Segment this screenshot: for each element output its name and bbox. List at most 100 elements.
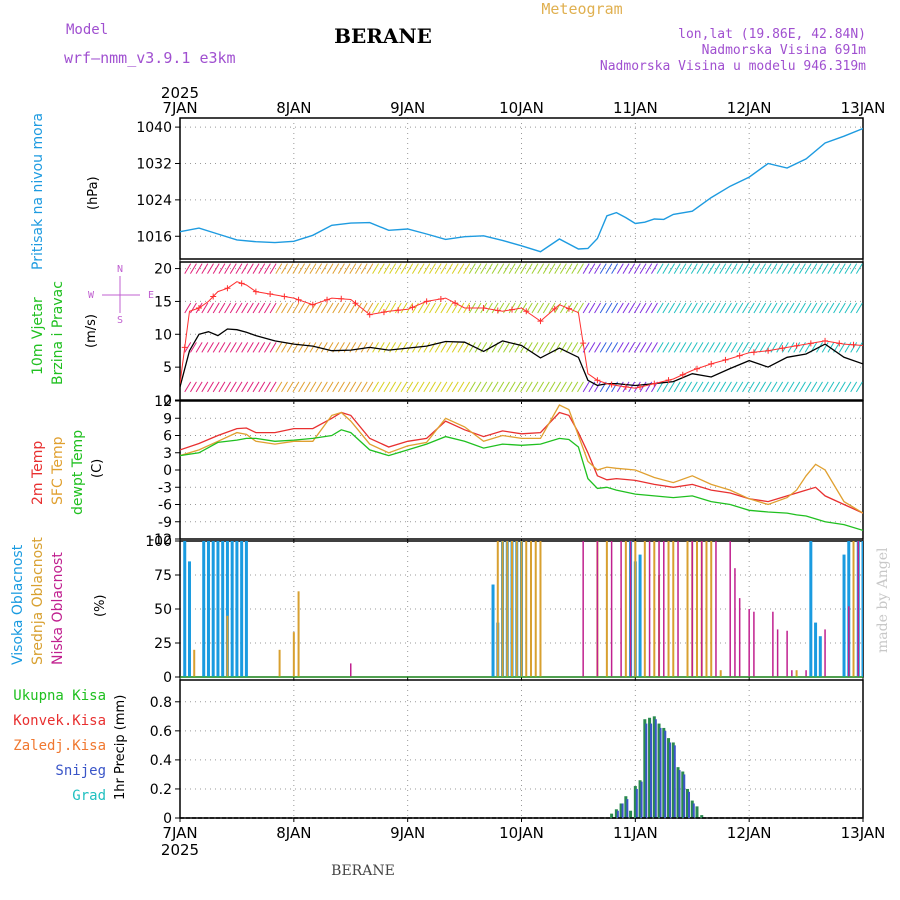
y-tick-label: 0.6 bbox=[150, 724, 172, 740]
cloud-high-bar bbox=[638, 554, 642, 677]
wind-barb bbox=[571, 381, 579, 393]
wind-barb bbox=[235, 381, 243, 393]
cloud-high-bar bbox=[240, 541, 244, 677]
wind-barb bbox=[275, 302, 283, 314]
wind-gust-marker bbox=[608, 381, 615, 388]
wind-barb bbox=[759, 342, 767, 353]
wind-barb bbox=[725, 381, 732, 393]
wind-barb bbox=[605, 342, 613, 353]
wind-barb bbox=[201, 381, 209, 393]
y-tick-label: 15 bbox=[154, 294, 172, 310]
wind-barb bbox=[531, 263, 539, 274]
cloud-mid-bar bbox=[686, 541, 689, 677]
wind-barb bbox=[787, 302, 795, 314]
wind-barb bbox=[218, 342, 226, 353]
wind-barb bbox=[224, 342, 232, 353]
wind-compass: N S W E bbox=[88, 264, 154, 326]
credit-label: made by Angel bbox=[875, 547, 891, 653]
precip-total-bar bbox=[657, 723, 661, 818]
y-tick-label: 1032 bbox=[136, 156, 172, 172]
wind-barb bbox=[747, 381, 755, 393]
wind-barb bbox=[554, 342, 562, 353]
wind-barb bbox=[850, 263, 858, 274]
wind-barb bbox=[429, 381, 436, 393]
wind-barb bbox=[713, 302, 721, 314]
cloud-mid-bar bbox=[539, 541, 542, 677]
wind-barb bbox=[622, 263, 630, 274]
wind-barb bbox=[582, 302, 590, 314]
cloud-mid-bar bbox=[529, 541, 532, 677]
cloud-mid-bar bbox=[506, 541, 509, 677]
wind-barb bbox=[810, 263, 818, 274]
wind-barb bbox=[360, 302, 368, 314]
temp-unit: (C) bbox=[90, 459, 105, 478]
wind-barb bbox=[559, 381, 567, 393]
cloud-low-bar bbox=[791, 670, 793, 677]
wind-barb bbox=[679, 381, 687, 393]
wind-barb bbox=[434, 342, 442, 353]
wind-barb bbox=[548, 381, 556, 393]
wind-barb bbox=[753, 342, 761, 353]
wind-barb bbox=[252, 263, 260, 274]
wind-barb bbox=[281, 381, 288, 393]
cloud-unit: (%) bbox=[93, 595, 108, 618]
wind-barb bbox=[821, 263, 829, 274]
wind-barb bbox=[485, 263, 493, 274]
wind-barb bbox=[685, 342, 693, 353]
wind-barb bbox=[725, 342, 732, 353]
wind-barb bbox=[690, 302, 698, 314]
wind-gust-marker bbox=[452, 300, 459, 307]
wind-barb bbox=[582, 381, 590, 393]
cloud-high-bar bbox=[244, 541, 248, 677]
wind-barb bbox=[201, 302, 209, 314]
wind-barb bbox=[326, 381, 334, 393]
wind-barb bbox=[434, 302, 442, 314]
wind-barb bbox=[787, 381, 795, 393]
precip-snow-label: Snijeg bbox=[55, 763, 106, 779]
wind-barb bbox=[690, 381, 698, 393]
wind-barb bbox=[190, 302, 197, 314]
y-tick-label: 10 bbox=[154, 327, 172, 343]
wind-barb bbox=[298, 342, 306, 353]
cloud-mid-bar bbox=[520, 541, 523, 677]
wind-barb bbox=[497, 381, 505, 393]
wind-barb bbox=[298, 381, 306, 393]
wind-barb bbox=[195, 263, 203, 274]
precip-total-bar bbox=[624, 796, 628, 818]
wind-barb bbox=[628, 302, 636, 314]
wind-barb bbox=[446, 302, 453, 314]
cloud-mid-bar bbox=[795, 670, 798, 677]
wind-barb bbox=[355, 342, 362, 353]
wind-barb bbox=[736, 342, 744, 353]
wind-barb bbox=[389, 381, 397, 393]
wind-barb bbox=[537, 263, 545, 274]
wind-barb bbox=[366, 302, 374, 314]
wind-barb bbox=[389, 263, 397, 274]
y-tick-label: 25 bbox=[154, 636, 172, 652]
wind-barb bbox=[799, 302, 806, 314]
pressure-title: Pritisak na nivou mora bbox=[30, 113, 46, 270]
wind-barb bbox=[611, 263, 619, 274]
cloud-mid-bar bbox=[643, 541, 646, 677]
cloud-low-bar bbox=[596, 541, 599, 677]
cloud-high-bar bbox=[183, 541, 187, 677]
wind-barb bbox=[719, 302, 727, 314]
wind-barb bbox=[542, 302, 550, 314]
wind-barb bbox=[742, 381, 749, 393]
wind-barb bbox=[776, 263, 784, 274]
wind-speed-line bbox=[180, 328, 863, 388]
wind-barb bbox=[770, 342, 778, 353]
wind-barb bbox=[542, 263, 550, 274]
wind-barb bbox=[537, 342, 545, 353]
y-tick-label: 75 bbox=[154, 568, 172, 584]
wind-barb bbox=[850, 381, 858, 393]
wind-barb bbox=[269, 263, 277, 274]
wind-barb bbox=[400, 342, 408, 353]
wind-barb bbox=[190, 263, 197, 274]
wind-barb bbox=[423, 381, 431, 393]
y-tick-label: 1016 bbox=[136, 229, 172, 245]
wind-barb bbox=[855, 302, 863, 314]
wind-barb bbox=[343, 381, 351, 393]
wind-barb bbox=[833, 263, 841, 274]
wind-barb bbox=[252, 381, 260, 393]
